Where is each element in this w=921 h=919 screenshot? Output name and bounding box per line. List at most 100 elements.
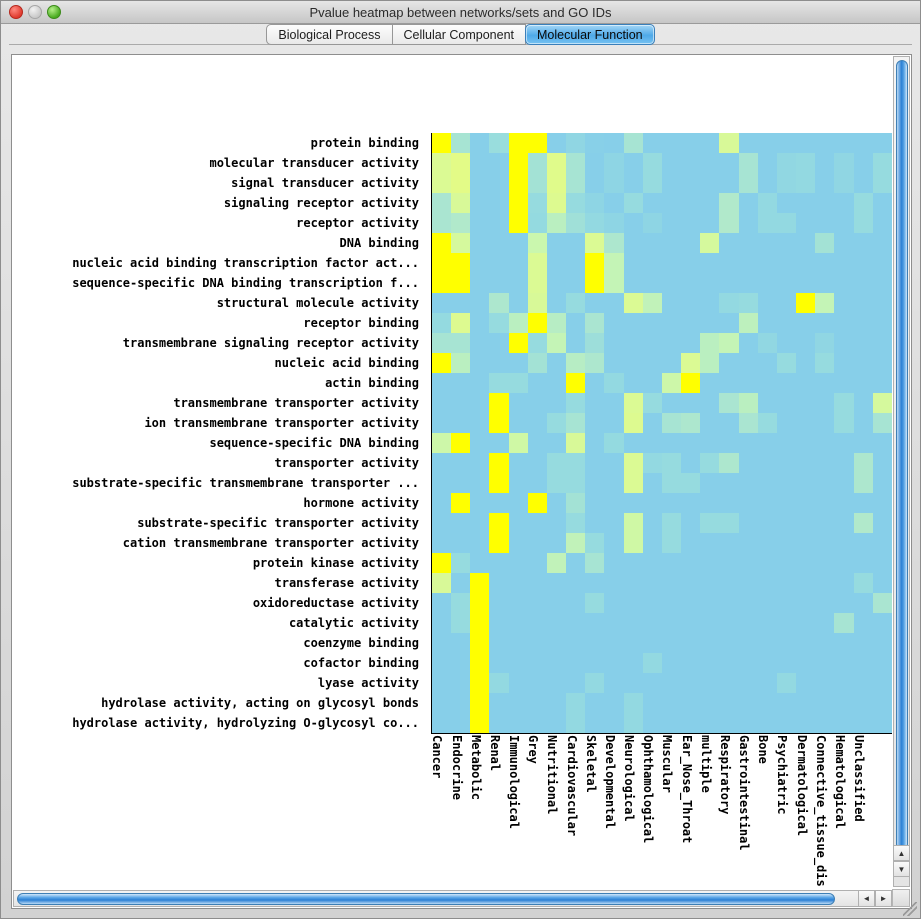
heatmap-cell[interactable]: [451, 633, 471, 653]
heatmap-cell[interactable]: [489, 453, 509, 473]
heatmap-cell[interactable]: [853, 133, 873, 153]
heatmap-cell[interactable]: [451, 133, 471, 153]
heatmap-cell[interactable]: [604, 353, 624, 373]
heatmap-cell[interactable]: [872, 253, 892, 273]
heatmap-cell[interactable]: [700, 353, 720, 373]
heatmap-cell[interactable]: [623, 393, 643, 413]
heatmap-cell[interactable]: [719, 493, 739, 513]
heatmap-cell[interactable]: [872, 373, 892, 393]
heatmap-cell[interactable]: [432, 353, 452, 373]
heatmap-cell[interactable]: [508, 353, 528, 373]
heatmap-cell[interactable]: [719, 273, 739, 293]
heatmap-cell[interactable]: [546, 573, 567, 593]
heatmap-cell[interactable]: [546, 193, 567, 213]
heatmap-cell[interactable]: [757, 513, 777, 533]
heatmap-cell[interactable]: [834, 573, 854, 593]
heatmap-cell[interactable]: [432, 653, 452, 673]
heatmap-cell[interactable]: [432, 613, 452, 633]
heatmap-cell[interactable]: [623, 573, 643, 593]
heatmap-cell[interactable]: [566, 233, 586, 253]
scroll-up-button[interactable]: ▲: [893, 845, 910, 861]
heatmap-cell[interactable]: [872, 633, 892, 653]
heatmap-cell[interactable]: [661, 473, 682, 493]
scroll-right-button[interactable]: ►: [875, 890, 892, 907]
heatmap-cell[interactable]: [815, 653, 835, 673]
heatmap-cell[interactable]: [585, 513, 605, 533]
heatmap-cell[interactable]: [451, 513, 471, 533]
heatmap-cell[interactable]: [815, 673, 835, 693]
heatmap-cell[interactable]: [757, 633, 777, 653]
heatmap-cell[interactable]: [527, 693, 547, 713]
heatmap-cell[interactable]: [527, 313, 547, 333]
resize-grip-icon[interactable]: [903, 902, 917, 916]
zoom-button[interactable]: [47, 5, 61, 19]
heatmap-cell[interactable]: [796, 293, 816, 313]
heatmap-cell[interactable]: [757, 573, 777, 593]
heatmap-cell[interactable]: [700, 453, 720, 473]
heatmap-cell[interactable]: [757, 153, 777, 173]
heatmap-cell[interactable]: [834, 333, 854, 353]
heatmap-cell[interactable]: [566, 633, 586, 653]
heatmap-cell[interactable]: [796, 153, 816, 173]
heatmap-cell[interactable]: [661, 353, 682, 373]
heatmap-cell[interactable]: [700, 533, 720, 553]
heatmap-cell[interactable]: [451, 573, 471, 593]
heatmap-cell[interactable]: [776, 633, 797, 653]
heatmap-cell[interactable]: [585, 173, 605, 193]
heatmap-cell[interactable]: [470, 593, 490, 613]
heatmap-cell[interactable]: [700, 513, 720, 533]
heatmap-cell[interactable]: [757, 333, 777, 353]
heatmap-cell[interactable]: [508, 633, 528, 653]
heatmap-cell[interactable]: [432, 433, 452, 453]
heatmap-cell[interactable]: [489, 213, 509, 233]
heatmap-cell[interactable]: [623, 193, 643, 213]
heatmap-cell[interactable]: [546, 233, 567, 253]
heatmap-cell[interactable]: [719, 633, 739, 653]
heatmap-cell[interactable]: [776, 453, 797, 473]
heatmap-cell[interactable]: [546, 253, 567, 273]
heatmap-cell[interactable]: [796, 713, 816, 733]
heatmap-cell[interactable]: [508, 713, 528, 733]
heatmap-cell[interactable]: [700, 613, 720, 633]
heatmap-cell[interactable]: [508, 393, 528, 413]
heatmap-cell[interactable]: [815, 613, 835, 633]
heatmap-cell[interactable]: [757, 593, 777, 613]
heatmap-cell[interactable]: [661, 673, 682, 693]
heatmap-cell[interactable]: [546, 493, 567, 513]
heatmap-cell[interactable]: [661, 273, 682, 293]
heatmap-cell[interactable]: [489, 493, 509, 513]
heatmap-cell[interactable]: [834, 613, 854, 633]
heatmap-cell[interactable]: [623, 653, 643, 673]
heatmap-cell[interactable]: [642, 573, 662, 593]
heatmap-cell[interactable]: [623, 173, 643, 193]
heatmap-cell[interactable]: [623, 153, 643, 173]
heatmap-cell[interactable]: [470, 653, 490, 673]
heatmap-cell[interactable]: [527, 433, 547, 453]
heatmap-cell[interactable]: [546, 553, 567, 573]
heatmap-cell[interactable]: [546, 653, 567, 673]
heatmap-cell[interactable]: [853, 573, 873, 593]
heatmap-cell[interactable]: [796, 553, 816, 573]
heatmap-cell[interactable]: [566, 173, 586, 193]
heatmap-cell[interactable]: [738, 293, 758, 313]
heatmap-cell[interactable]: [757, 553, 777, 573]
heatmap-cell[interactable]: [681, 273, 701, 293]
heatmap-cell[interactable]: [470, 633, 490, 653]
heatmap-cell[interactable]: [546, 213, 567, 233]
heatmap-cell[interactable]: [757, 533, 777, 553]
heatmap-cell[interactable]: [834, 173, 854, 193]
heatmap-cell[interactable]: [872, 553, 892, 573]
heatmap-cell[interactable]: [508, 173, 528, 193]
heatmap-cell[interactable]: [642, 193, 662, 213]
heatmap-cell[interactable]: [585, 373, 605, 393]
heatmap-cell[interactable]: [757, 653, 777, 673]
heatmap-cell[interactable]: [796, 133, 816, 153]
heatmap-cell[interactable]: [470, 513, 490, 533]
heatmap-cell[interactable]: [604, 413, 624, 433]
heatmap-cell[interactable]: [527, 533, 547, 553]
heatmap-cell[interactable]: [527, 393, 547, 413]
heatmap-cell[interactable]: [451, 673, 471, 693]
heatmap-cell[interactable]: [776, 533, 797, 553]
tab-molecular-function[interactable]: Molecular Function: [525, 24, 655, 45]
heatmap-cell[interactable]: [815, 633, 835, 653]
